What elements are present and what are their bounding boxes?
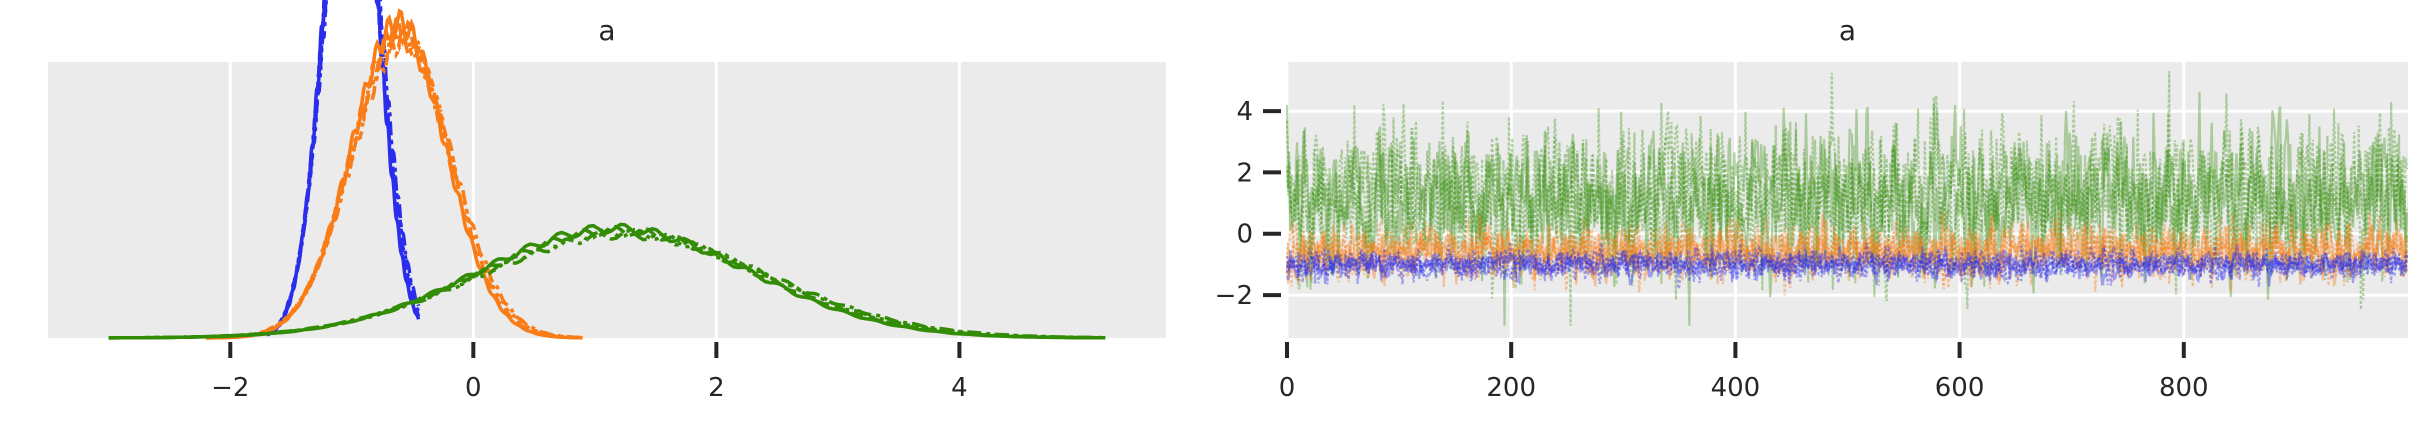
trace-x-ticks: 0 200 400 600 800 [1279,342,2209,403]
kde-curve [108,224,1106,340]
trace-chain-line [1285,239,2408,293]
trace-panel: 0 200 400 600 800 4 2 0 −2 a [1215,14,2408,403]
trace-chain-line [1285,211,2408,292]
trace-chain-line [1285,217,2408,296]
trace-y-tick-label: 0 [1236,220,1253,250]
trace-x-tick-label: 400 [1711,373,1761,403]
kde-panel: −2 0 2 4 a [48,0,1166,403]
trace-chain-line [1285,71,2408,326]
trace-chain-line [1285,93,2408,299]
trace-x-tick-label: 200 [1486,373,1536,403]
kde-x-tick-label: 2 [708,373,725,403]
kde-x-tick-label: 4 [951,373,968,403]
trace-gridlines [1285,62,2408,338]
kde-x-tick-label: 0 [465,373,482,403]
kde-x-ticks: −2 0 2 4 [211,342,968,403]
kde-curve [205,25,583,340]
trace-chain-line [1285,91,2408,326]
trace-x-tick-label: 800 [2159,373,2209,403]
kde-curve [266,0,421,337]
trace-x-tick-label: 0 [1279,373,1296,403]
kde-plot-background [48,62,1166,338]
trace-chain-line [1285,241,2408,286]
kde-curves [108,0,1106,340]
trace-y-tick-label: 4 [1236,97,1253,127]
kde-panel-title: a [598,14,615,47]
kde-x-tick-label: −2 [211,373,249,403]
trace-y-tick-label: −2 [1215,281,1253,311]
trace-chain-line [1285,212,2408,293]
trace-y-ticks: 4 2 0 −2 [1215,97,1281,311]
trace-lines [1285,71,2408,326]
kde-curve [265,0,421,336]
kde-gridlines [228,62,961,338]
trace-chain-line [1285,212,2408,288]
trace-chain-line [1285,244,2408,285]
trace-chain-line [1285,72,2408,309]
trace-chain-line [1285,244,2408,287]
trace-x-tick-label: 600 [1935,373,1985,403]
trace-plot-background [1287,62,2408,338]
trace-y-tick-label: 2 [1236,158,1253,188]
trace-panel-title: a [1839,14,1856,47]
